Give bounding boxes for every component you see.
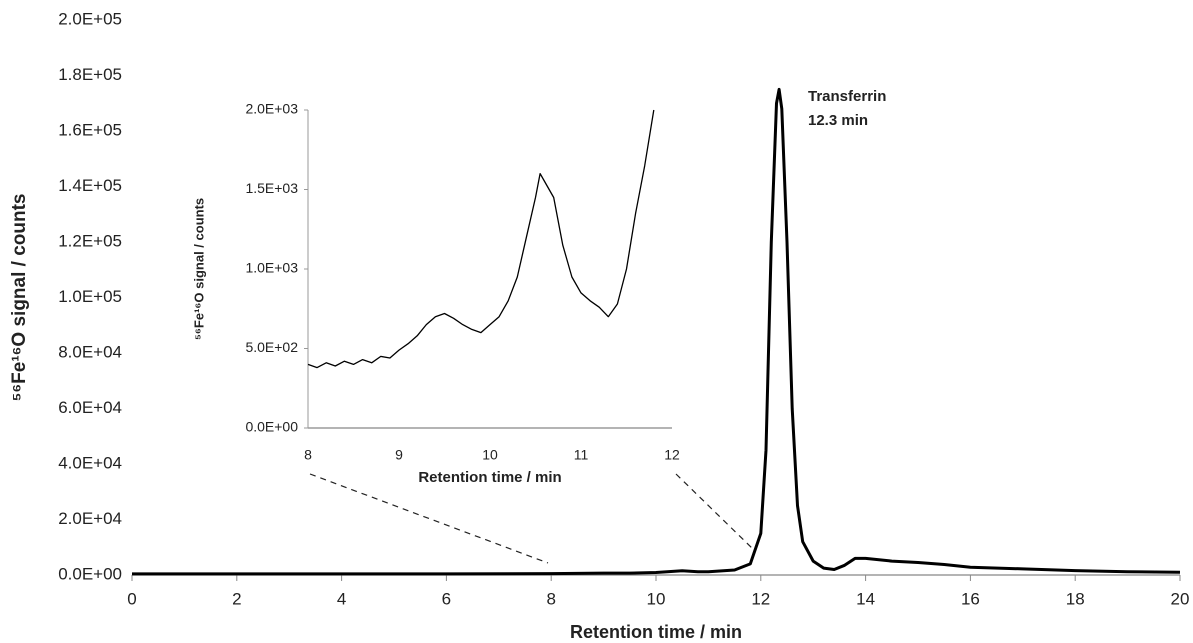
y-tick-label: 1.0E+03 [245, 260, 298, 276]
zoom-guide [309, 473, 549, 564]
y-tick-label: 1.2E+05 [58, 231, 122, 250]
y-tick-label: 0.0E+00 [245, 419, 298, 435]
y-tick-label: 0.0E+00 [58, 564, 122, 583]
data-line [307, 109, 655, 369]
x-tick-label: 0 [127, 589, 136, 608]
x-tick-label: 4 [337, 589, 346, 608]
x-axis-title: Retention time / min [418, 469, 561, 486]
x-tick-label: 16 [961, 589, 980, 608]
y-tick-label: 4.0E+04 [58, 453, 122, 472]
y-tick-label: 1.4E+05 [58, 176, 122, 195]
x-tick-label: 11 [574, 447, 589, 463]
y-axis-title: ⁵⁶Fe¹⁶O signal / counts [9, 194, 30, 402]
x-tick-label: 8 [304, 447, 312, 463]
x-tick-label: 20 [1171, 589, 1190, 608]
x-tick-label: 6 [442, 589, 451, 608]
y-tick-label: 1.0E+05 [58, 287, 122, 306]
zoom-guide [675, 473, 756, 552]
inset-background [308, 104, 676, 428]
y-axis-title: ⁵⁶Fe¹⁶O signal / counts [191, 198, 206, 340]
x-tick-label: 12 [751, 589, 770, 608]
y-tick-label: 6.0E+04 [58, 398, 122, 417]
y-tick-label: 8.0E+04 [58, 342, 122, 361]
y-tick-label: 1.6E+05 [58, 120, 122, 139]
x-tick-label: 10 [647, 589, 666, 608]
x-tick-label: 9 [395, 447, 403, 463]
y-tick-label: 2.0E+04 [58, 509, 122, 528]
x-tick-label: 18 [1066, 589, 1085, 608]
x-tick-label: 10 [482, 447, 498, 463]
y-tick-label: 1.5E+03 [245, 180, 298, 196]
y-tick-label: 2.0E+03 [245, 101, 298, 117]
x-tick-label: 8 [546, 589, 555, 608]
y-tick-label: 1.8E+05 [58, 65, 122, 84]
y-tick-label: 2.0E+05 [58, 9, 122, 28]
data-line [132, 87, 1181, 576]
y-tick-label: 5.0E+02 [245, 339, 298, 355]
x-tick-label: 12 [664, 447, 680, 463]
annotation: Transferrin [808, 88, 886, 105]
x-tick-label: 2 [232, 589, 241, 608]
annotation: 12.3 min [808, 112, 868, 129]
x-axis-title: Retention time / min [570, 622, 742, 642]
x-tick-label: 14 [856, 589, 875, 608]
